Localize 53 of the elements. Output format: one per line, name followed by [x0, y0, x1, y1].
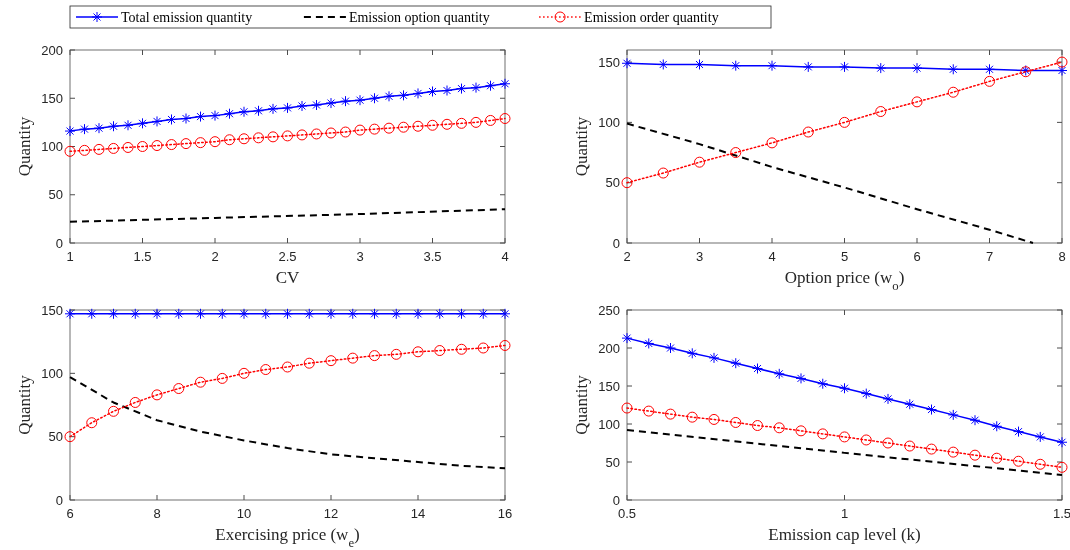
y-tick-label: 50 — [48, 429, 63, 445]
x-tick-label: 3.5 — [423, 249, 442, 264]
x-tick-label: 1 — [66, 249, 74, 264]
x-tick-label: 14 — [410, 506, 426, 521]
x-tick-label: 2 — [211, 249, 219, 264]
y-axis-title: Quantity — [15, 374, 34, 435]
y-tick-label: 150 — [598, 54, 620, 70]
x-axis-title: Emission cap level (k) — [768, 525, 921, 544]
x-tick-label: 6 — [66, 506, 74, 521]
y-tick-label: 150 — [41, 90, 63, 106]
x-tick-label: 5 — [840, 249, 849, 264]
x-tick-label: 6 — [913, 249, 921, 264]
y-axis-title: Quantity — [15, 116, 34, 177]
legend-label: Emission option quantity — [348, 9, 490, 25]
y-tick-label: 250 — [598, 302, 620, 318]
x-tick-label: 8 — [1058, 249, 1066, 264]
y-tick-label: 0 — [612, 492, 620, 508]
y-axis-title: Quantity — [572, 374, 591, 435]
x-axis-title: Exercising price (w$_{e}$) — [215, 525, 360, 550]
x-axis-title: Option price (w$_{o}$) — [784, 268, 905, 293]
y-tick-label: 0 — [55, 235, 63, 251]
y-tick-label: 100 — [41, 365, 63, 381]
legend-label: Total emission quantity — [121, 9, 253, 25]
x-tick-label: 16 — [497, 506, 513, 521]
y-tick-label: 150 — [598, 378, 620, 394]
x-tick-label: 0.5 — [617, 506, 637, 521]
y-tick-label: 100 — [598, 416, 620, 432]
y-tick-label: 50 — [605, 454, 620, 470]
x-tick-label: 7 — [985, 249, 994, 264]
y-tick-label: 50 — [605, 175, 620, 191]
x-tick-label: 10 — [236, 506, 252, 521]
x-tick-label: 2.5 — [278, 249, 297, 264]
y-tick-label: 50 — [48, 187, 63, 203]
x-tick-label: 4 — [501, 249, 509, 264]
y-tick-label: 100 — [41, 139, 63, 155]
x-tick-label: 12 — [323, 506, 339, 521]
y-axis-title: Quantity — [572, 116, 591, 177]
y-tick-label: 0 — [612, 235, 620, 251]
y-tick-label: 100 — [598, 114, 620, 130]
y-tick-label: 0 — [55, 492, 63, 508]
x-tick-label: 8 — [153, 506, 161, 521]
legend-label: Emission order quantity — [584, 9, 719, 25]
x-tick-label: 2 — [623, 249, 631, 264]
x-tick-label: 1 — [840, 506, 849, 521]
x-axis-title: CV — [275, 268, 301, 287]
x-tick-label: 3 — [695, 249, 704, 264]
y-tick-label: 200 — [598, 340, 620, 356]
x-tick-label: 1.5 — [1052, 506, 1070, 521]
x-tick-label: 3 — [356, 249, 364, 264]
y-tick-label: 150 — [41, 302, 63, 318]
x-tick-label: 4 — [768, 249, 776, 264]
y-tick-label: 200 — [41, 42, 63, 58]
x-tick-label: 1.5 — [133, 249, 152, 264]
